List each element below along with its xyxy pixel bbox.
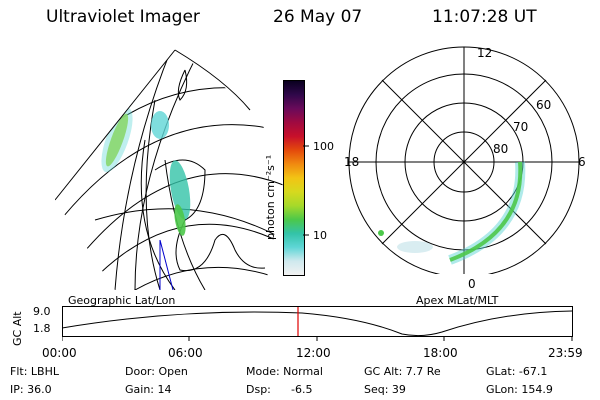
color-bar-unit-label: photon cm⁻²s⁻¹ [264,154,277,240]
polar-plot [348,46,580,274]
timeline-ylabel: GC Alt [11,311,24,346]
aurora-emission [105,113,129,167]
mlt-label-6: 6 [578,155,586,169]
longitude-line [134,50,206,290]
longitude-line [94,208,285,241]
dsp-label: Dsp: [246,383,271,396]
color-gradient [284,81,304,275]
x-tick-1200: 12:00 [296,346,331,360]
longitude-line [145,99,161,290]
date-label: 26 May 07 [273,7,363,27]
polar-caption: Apex MLat/MLT [416,294,499,307]
color-bar [283,80,305,276]
mlt-label-18: 18 [344,155,360,169]
glon-info: GLon: 154.9 [486,383,553,396]
color-bar-ticks [303,145,309,236]
color-bar-tick-100: 100 [313,140,334,153]
mlt-label-12: 12 [477,46,493,60]
aurora-emission [169,160,191,220]
gc-alt-info: GC Alt: 7.7 Re [364,365,441,378]
x-tick-0600: 06:00 [168,346,203,360]
aurora-emission [101,107,133,173]
map-edge [174,49,251,111]
x-tick-1800: 18:00 [423,346,458,360]
geographic-map [55,49,285,290]
mlt-line-diag [381,79,547,245]
aurora-emission [397,241,433,253]
mlt-label-0: 0 [468,277,476,291]
aurora-emission [174,204,186,236]
altitude-curve [62,310,573,337]
dsp-value: -6.5 [291,383,313,396]
lat-label-70: 70 [513,120,529,134]
time-label: 11:07:28 UT [432,7,537,27]
longitude-line [114,50,176,290]
glat-info: GLat: -67.1 [486,365,548,378]
aurora-emission [378,230,384,236]
x-tick-0000: 00:00 [42,346,77,360]
aurora-emission [151,111,169,139]
coastline [154,159,266,272]
latitude-line [55,124,285,241]
timeline-frame [62,306,573,337]
lat-label-60: 60 [536,98,552,112]
meridian-marker [159,239,174,290]
lat-label-80: 80 [493,142,509,156]
altitude-timeline [62,306,573,341]
x-tick-2359: 23:59 [548,346,583,360]
door-info: Door: Open [125,365,188,378]
longitude-line [140,139,176,290]
coastline [177,69,188,101]
auroral-oval [449,161,523,262]
map-edge [55,49,176,201]
timeline-y-top: 9.0 [33,305,51,318]
seq-info: Seq: 39 [364,383,406,396]
instrument-title: Ultraviolet Imager [46,7,200,27]
timeline-y-bottom: 1.8 [33,322,51,335]
gain-info: Gain: 14 [125,383,172,396]
mode-info: Mode: Normal [246,365,323,378]
color-bar-tick-10: 10 [313,229,327,242]
filter-info: Flt: LBHL [10,365,59,378]
map-caption: Geographic Lat/Lon [68,294,176,307]
ip-info: IP: 36.0 [10,383,52,396]
